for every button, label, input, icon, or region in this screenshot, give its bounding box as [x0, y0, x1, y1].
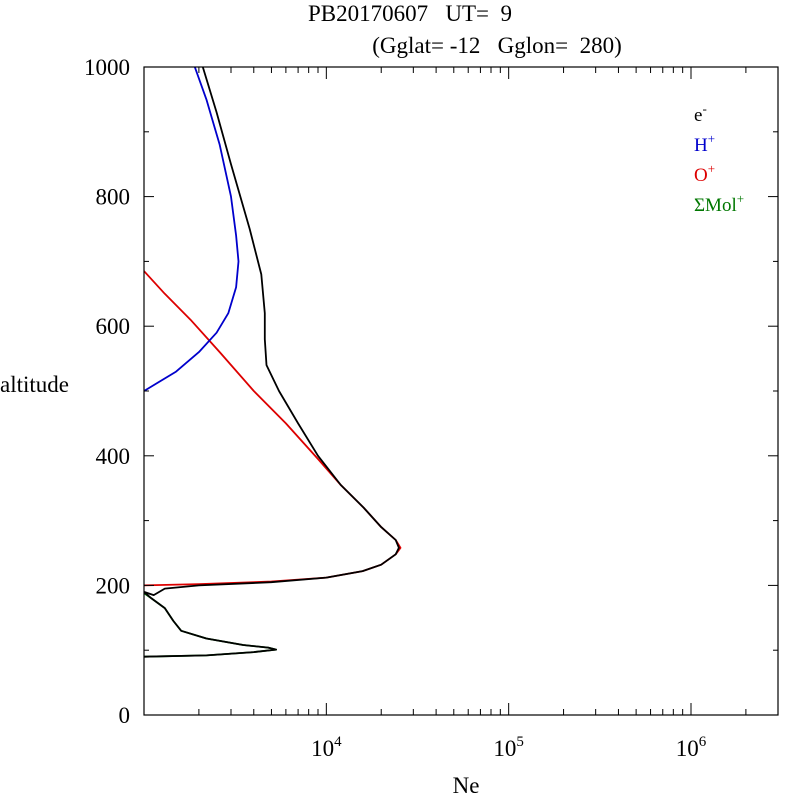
legend-label-sup: +	[708, 131, 715, 146]
x-axis-label: Ne	[453, 773, 480, 796]
x-tick-base: 10	[493, 736, 516, 761]
y-axis: 0 200 400 600 800 1000	[84, 55, 778, 728]
series-line-0	[144, 67, 400, 658]
x-tick-exponent: 6	[699, 734, 707, 750]
y-tick-label: 800	[96, 185, 131, 210]
legend-label: H	[694, 135, 708, 156]
x-tick-label: 104	[311, 734, 342, 761]
legend-entry: e-	[694, 101, 707, 126]
x-tick-exponent: 4	[334, 734, 342, 750]
series-layer	[144, 67, 402, 658]
x-tick-label: 105	[493, 734, 524, 761]
legend-label: e	[694, 105, 702, 126]
legend: e-H+O+ΣMol+	[694, 101, 744, 216]
x-tick-base: 10	[676, 736, 699, 761]
chart-title-line1: PB20170607 UT= 9	[308, 1, 512, 26]
legend-entry: H+	[694, 131, 715, 156]
chart-title-line2: (Gglat= -12 Gglon= 280)	[372, 33, 622, 58]
x-axis: 104 105 106	[143, 67, 779, 761]
series-line-1	[144, 67, 240, 392]
series-line-2	[144, 270, 402, 587]
legend-label-sup: -	[702, 101, 706, 116]
x-tick-base: 10	[311, 736, 334, 761]
legend-label-sup: +	[737, 191, 744, 206]
y-tick-label: 600	[96, 314, 131, 339]
legend-entry: O+	[694, 161, 715, 186]
y-axis-label: altitude	[0, 372, 69, 397]
y-tick-label: 0	[119, 703, 131, 728]
x-tick-exponent: 5	[516, 734, 524, 750]
y-tick-label: 400	[96, 444, 131, 469]
plot-frame	[143, 66, 779, 716]
legend-label: ΣMol	[694, 195, 737, 216]
legend-label: O	[694, 165, 708, 186]
x-tick-label: 106	[676, 734, 707, 761]
legend-label-sup: +	[708, 161, 715, 176]
y-tick-label: 1000	[84, 55, 130, 80]
legend-entry: ΣMol+	[694, 191, 744, 216]
y-tick-label: 200	[96, 573, 131, 598]
